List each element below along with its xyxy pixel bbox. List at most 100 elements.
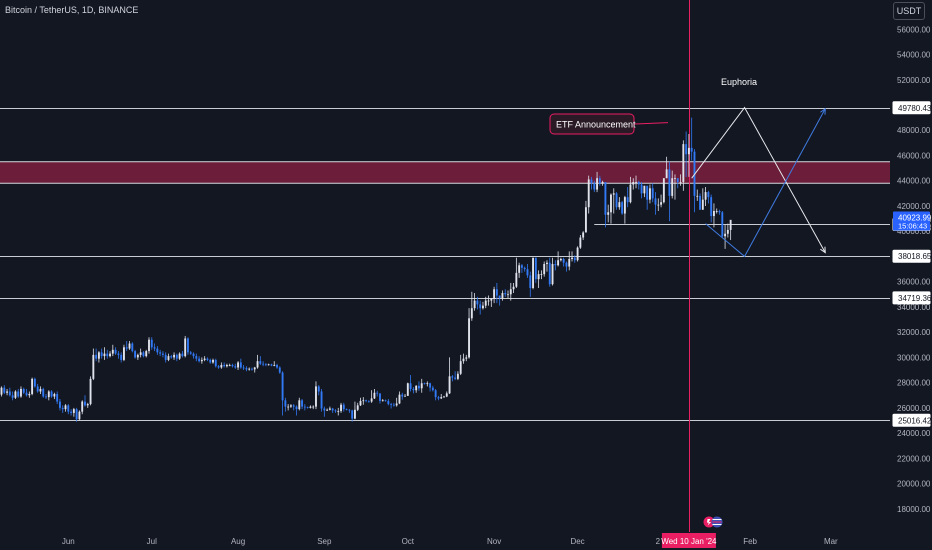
candle-body[interactable] xyxy=(504,293,507,295)
candle-body[interactable] xyxy=(153,347,156,349)
candle-body[interactable] xyxy=(150,339,153,348)
candle-body[interactable] xyxy=(626,197,629,203)
candle-body[interactable] xyxy=(373,392,376,399)
candle-body[interactable] xyxy=(264,364,267,366)
candle-body[interactable] xyxy=(701,199,704,210)
candle-body[interactable] xyxy=(134,351,137,358)
candle-body[interactable] xyxy=(348,409,351,411)
candle-body[interactable] xyxy=(64,405,67,410)
candle-body[interactable] xyxy=(225,364,228,367)
candle-body[interactable] xyxy=(451,376,454,378)
candle-body[interactable] xyxy=(387,400,390,405)
candle-body[interactable] xyxy=(526,269,529,276)
candle-body[interactable] xyxy=(289,405,292,407)
candle-body[interactable] xyxy=(543,264,546,275)
candle-body[interactable] xyxy=(97,352,100,359)
candle-body[interactable] xyxy=(131,343,134,352)
candle-body[interactable] xyxy=(3,387,6,393)
candle-body[interactable] xyxy=(479,304,482,309)
projection-path-blue[interactable] xyxy=(705,108,826,258)
candle-body[interactable] xyxy=(551,264,554,285)
candle-body[interactable] xyxy=(423,383,426,385)
candle-body[interactable] xyxy=(440,397,443,399)
candle-body[interactable] xyxy=(621,202,624,214)
candle-body[interactable] xyxy=(420,383,423,389)
candle-body[interactable] xyxy=(86,404,89,406)
candle-body[interactable] xyxy=(209,359,212,363)
candle-body[interactable] xyxy=(381,400,384,402)
currency-selector[interactable]: USDT xyxy=(893,2,925,20)
candle-body[interactable] xyxy=(473,300,476,309)
candle-body[interactable] xyxy=(534,257,537,280)
candle-body[interactable] xyxy=(136,354,139,358)
candle-body[interactable] xyxy=(334,410,337,412)
candle-body[interactable] xyxy=(518,265,521,273)
candle-body[interactable] xyxy=(259,361,262,364)
candle-body[interactable] xyxy=(195,356,198,359)
candle-body[interactable] xyxy=(331,408,334,411)
candle-body[interactable] xyxy=(8,391,11,396)
candle-body[interactable] xyxy=(690,147,693,152)
candle-body[interactable] xyxy=(61,407,64,410)
candle-body[interactable] xyxy=(515,272,518,287)
candle-body[interactable] xyxy=(559,258,562,261)
candle-body[interactable] xyxy=(84,401,86,406)
candle-body[interactable] xyxy=(604,181,607,215)
candle-body[interactable] xyxy=(109,353,111,357)
candle-body[interactable] xyxy=(370,398,373,402)
candle-body[interactable] xyxy=(398,394,401,404)
candle-body[interactable] xyxy=(328,408,331,410)
candle-body[interactable] xyxy=(234,366,237,368)
candle-body[interactable] xyxy=(710,197,713,217)
candle-body[interactable] xyxy=(72,409,75,413)
candle-body[interactable] xyxy=(715,211,718,212)
candle-body[interactable] xyxy=(699,195,701,210)
candle-body[interactable] xyxy=(103,353,106,357)
candle-body[interactable] xyxy=(651,188,654,199)
candle-body[interactable] xyxy=(78,411,81,420)
candle-body[interactable] xyxy=(571,257,573,259)
candle-body[interactable] xyxy=(721,212,724,237)
candle-body[interactable] xyxy=(362,400,365,402)
candle-body[interactable] xyxy=(598,178,601,184)
candle-body[interactable] xyxy=(687,147,690,155)
candle-body[interactable] xyxy=(320,391,323,409)
candle-body[interactable] xyxy=(95,354,98,359)
candle-body[interactable] xyxy=(579,237,582,248)
candle-body[interactable] xyxy=(643,185,646,194)
candle-body[interactable] xyxy=(156,348,159,353)
candle-body[interactable] xyxy=(178,353,181,359)
candle-body[interactable] xyxy=(493,289,496,299)
candle-body[interactable] xyxy=(92,354,95,379)
candle-body[interactable] xyxy=(317,386,320,392)
candle-body[interactable] xyxy=(512,286,515,290)
candle-body[interactable] xyxy=(248,368,251,370)
candle-body[interactable] xyxy=(206,358,209,360)
candle-body[interactable] xyxy=(379,393,381,401)
candle-body[interactable] xyxy=(139,352,142,355)
candle-body[interactable] xyxy=(532,257,535,288)
candle-body[interactable] xyxy=(187,338,189,353)
candle-body[interactable] xyxy=(418,385,420,389)
candle-body[interactable] xyxy=(123,347,125,360)
candle-body[interactable] xyxy=(593,183,596,190)
candle-body[interactable] xyxy=(434,390,437,398)
candle-body[interactable] xyxy=(239,362,242,368)
candle-body[interactable] xyxy=(145,351,148,357)
candle-body[interactable] xyxy=(582,232,585,238)
candle-body[interactable] xyxy=(610,194,612,213)
candle-body[interactable] xyxy=(292,405,295,407)
candle-body[interactable] xyxy=(668,169,671,196)
candle-body[interactable] xyxy=(696,195,699,197)
candle-body[interactable] xyxy=(682,144,685,182)
candle-body[interactable] xyxy=(657,204,660,206)
candle-body[interactable] xyxy=(200,359,203,362)
candle-body[interactable] xyxy=(635,181,637,183)
candle-body[interactable] xyxy=(89,378,92,405)
candle-body[interactable] xyxy=(287,406,290,408)
candle-body[interactable] xyxy=(557,260,560,266)
candle-body[interactable] xyxy=(342,404,345,410)
candle-body[interactable] xyxy=(237,362,240,368)
candle-body[interactable] xyxy=(482,305,484,309)
candle-body[interactable] xyxy=(270,364,273,366)
